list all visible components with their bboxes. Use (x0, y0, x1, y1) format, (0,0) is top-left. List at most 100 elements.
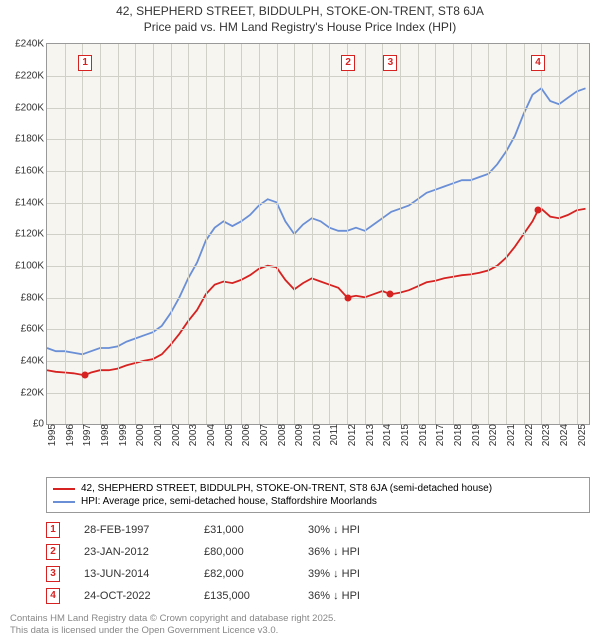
gridline-v (577, 44, 578, 424)
sale-row-delta: 36% ↓ HPI (308, 546, 360, 558)
gridline-v (312, 44, 313, 424)
title-line-2: Price paid vs. HM Land Registry's House … (0, 20, 600, 36)
sale-row-marker: 3 (46, 566, 60, 582)
gridline-v (277, 44, 278, 424)
sale-row-date: 28-FEB-1997 (84, 524, 180, 536)
sale-row-marker: 1 (46, 522, 60, 538)
gridline-v (541, 44, 542, 424)
gridline-h (47, 266, 589, 267)
x-axis-label: 2011 (326, 424, 340, 446)
y-axis-label: £100K (15, 260, 47, 271)
gridline-h (47, 108, 589, 109)
x-axis-label: 1997 (79, 424, 93, 446)
gridline-v (471, 44, 472, 424)
sale-row-price: £135,000 (204, 590, 284, 602)
sale-row-delta: 30% ↓ HPI (308, 524, 360, 536)
x-axis-label: 2009 (291, 424, 305, 446)
hpi-line (47, 88, 586, 354)
y-axis-label: £80K (21, 292, 47, 303)
gridline-h (47, 361, 589, 362)
gridline-h (47, 76, 589, 77)
sale-marker-box: 1 (78, 55, 92, 71)
y-axis-label: £160K (15, 165, 47, 176)
gridline-h (47, 203, 589, 204)
y-axis-label: £200K (15, 102, 47, 113)
sale-row-price: £80,000 (204, 546, 284, 558)
footer-line-2: This data is licensed under the Open Gov… (10, 625, 590, 637)
x-axis-label: 2000 (132, 424, 146, 446)
x-axis-label: 2020 (485, 424, 499, 446)
sale-row-marker: 2 (46, 544, 60, 560)
x-axis-label: 2014 (379, 424, 393, 446)
y-axis-label: £220K (15, 70, 47, 81)
sale-row: 1 28-FEB-1997 £31,000 30% ↓ HPI (46, 519, 590, 541)
gridline-v (171, 44, 172, 424)
gridline-h (47, 298, 589, 299)
y-axis-label: £180K (15, 134, 47, 145)
gridline-h (47, 139, 589, 140)
sale-row: 223-JAN-2012£80,00036% ↓ HPI (46, 541, 590, 563)
y-axis-label: £20K (21, 387, 47, 398)
gridline-v (347, 44, 348, 424)
x-axis-label: 1998 (97, 424, 111, 446)
gridline-v (488, 44, 489, 424)
gridline-v (329, 44, 330, 424)
x-axis-label: 2016 (415, 424, 429, 446)
gridline-v (100, 44, 101, 424)
sale-row: 313-JUN-2014£82,00039% ↓ HPI (46, 563, 590, 585)
x-axis-label: 2008 (274, 424, 288, 446)
gridline-v (506, 44, 507, 424)
x-axis-label: 1996 (62, 424, 76, 446)
legend-box: 42, SHEPHERD STREET, BIDDULPH, STOKE-ON-… (46, 477, 590, 513)
sale-row-date: 13-JUN-2014 (84, 568, 180, 580)
x-axis-label: 2001 (150, 424, 164, 446)
gridline-v (400, 44, 401, 424)
x-axis-label: 2012 (344, 424, 358, 446)
sale-marker-dot (345, 294, 352, 301)
x-axis-label: 2003 (185, 424, 199, 446)
title-line-1: 42, SHEPHERD STREET, BIDDULPH, STOKE-ON-… (0, 4, 600, 20)
legend-row: 42, SHEPHERD STREET, BIDDULPH, STOKE-ON-… (53, 482, 583, 495)
chart-title: 42, SHEPHERD STREET, BIDDULPH, STOKE-ON-… (0, 0, 600, 35)
x-axis-label: 2025 (574, 424, 588, 446)
sale-marker-box: 2 (341, 55, 355, 71)
gridline-v (188, 44, 189, 424)
gridline-h (47, 329, 589, 330)
sale-marker-dot (82, 372, 89, 379)
gridline-v (559, 44, 560, 424)
legend-swatch (53, 488, 75, 490)
x-axis-label: 2022 (521, 424, 535, 446)
footer-attribution: Contains HM Land Registry data © Crown c… (10, 613, 590, 637)
gridline-h (47, 234, 589, 235)
gridline-v (453, 44, 454, 424)
gridline-v (418, 44, 419, 424)
gridline-v (82, 44, 83, 424)
x-axis-label: 2017 (432, 424, 446, 446)
gridline-v (135, 44, 136, 424)
x-axis-label: 1999 (115, 424, 129, 446)
y-axis-label: £240K (15, 39, 47, 50)
x-axis-label: 2023 (538, 424, 552, 446)
x-axis-label: 2005 (221, 424, 235, 446)
y-axis-label: £140K (15, 197, 47, 208)
gridline-v (206, 44, 207, 424)
sale-row-date: 24-OCT-2022 (84, 590, 180, 602)
x-axis-label: 2007 (256, 424, 270, 446)
sale-marker-dot (387, 291, 394, 298)
x-axis-label: 2015 (397, 424, 411, 446)
sale-marker-dot (534, 207, 541, 214)
sale-row-marker: 4 (46, 588, 60, 604)
y-axis-label: £40K (21, 355, 47, 366)
gridline-v (259, 44, 260, 424)
legend-row: HPI: Average price, semi-detached house,… (53, 495, 583, 508)
x-axis-label: 2018 (450, 424, 464, 446)
x-axis-label: 2024 (556, 424, 570, 446)
gridline-v (382, 44, 383, 424)
gridline-h (47, 393, 589, 394)
x-axis-label: 2013 (362, 424, 376, 446)
sale-row-price: £82,000 (204, 568, 284, 580)
gridline-v (294, 44, 295, 424)
chart-plot-area: £0£20K£40K£60K£80K£100K£120K£140K£160K£1… (46, 43, 590, 425)
sale-row-price: £31,000 (204, 524, 284, 536)
legend-swatch (53, 501, 75, 503)
